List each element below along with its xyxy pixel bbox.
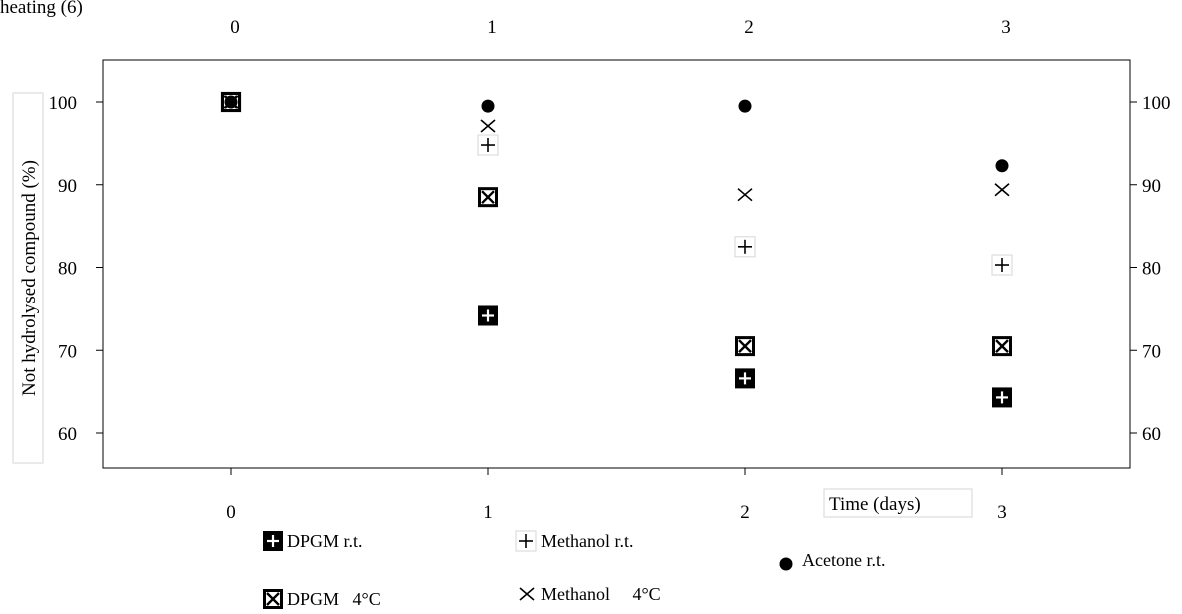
y-axis-title-box xyxy=(12,92,44,464)
x-tick-label-bottom: 2 xyxy=(740,502,750,523)
legend-label: Methanol 4°C xyxy=(541,584,661,604)
y-axis-title: Not hydrolysed compound (%) xyxy=(19,160,40,396)
legend-label: DPGM 4°C xyxy=(287,589,381,609)
legend-marker xyxy=(263,589,283,609)
data-point-methanol-4-c xyxy=(737,188,753,202)
legend-label: Methanol r.t. xyxy=(541,531,634,551)
data-point-methanol-r-t xyxy=(991,254,1013,276)
legend-item: Acetone r.t. xyxy=(779,550,885,571)
data-point-acetone-r-t xyxy=(224,95,238,109)
y-tick-label-left: 100 xyxy=(49,93,78,114)
x-tick-label-top: 2 xyxy=(744,17,754,38)
legend-item: DPGM r.t. xyxy=(263,531,363,551)
data-point-methanol-4-c xyxy=(480,119,496,133)
y-tick-label-right: 90 xyxy=(1142,176,1161,197)
data-point-methanol-4-c xyxy=(994,183,1010,197)
y-axis-title-group: Not hydrolysed compound (%) xyxy=(12,92,44,464)
y-tick-label-left: 60 xyxy=(58,424,77,445)
data-point-dpgm-r-t xyxy=(478,305,498,326)
data-point-methanol-r-t xyxy=(477,134,499,156)
y-tick-label-right: 70 xyxy=(1142,341,1161,362)
legend-label: Acetone r.t. xyxy=(802,550,885,570)
x-tick-label-bottom: 1 xyxy=(483,502,493,523)
corner-caption: heating (6) xyxy=(0,0,83,18)
plot-frame xyxy=(102,59,1131,469)
data-point-methanol-r-t xyxy=(734,236,756,258)
y-tick-label-right: 60 xyxy=(1142,424,1161,445)
y-tick-label-left: 80 xyxy=(58,259,77,280)
y-tick-label-right: 80 xyxy=(1142,259,1161,280)
x-tick-label-top: 0 xyxy=(230,17,240,38)
legend-marker xyxy=(779,557,793,571)
x-axis-title-group: Time (days) xyxy=(823,488,973,518)
x-axis-title: Time (days) xyxy=(829,494,921,515)
x-tick-label-top: 1 xyxy=(487,17,497,38)
data-point-dpgm-r-t xyxy=(735,368,755,389)
x-tick-label-top: 3 xyxy=(1001,17,1011,38)
legend-marker xyxy=(519,587,535,601)
y-tick-label-left: 90 xyxy=(58,176,77,197)
y-tick-label-right: 100 xyxy=(1142,93,1171,114)
data-points xyxy=(220,91,1013,408)
legend-label: DPGM r.t. xyxy=(287,531,363,551)
data-point-acetone-r-t xyxy=(995,159,1009,173)
legend-item: Methanol 4°C xyxy=(519,584,661,604)
legend: DPGM r.t. DPGM 4°C Methanol r.t. Methanol 4… xyxy=(263,530,885,609)
x-axis-title-box xyxy=(823,488,973,518)
data-point-dpgm-4-c xyxy=(478,187,498,208)
axis-ticks: 60 60 70 70 80 80 90 90 100 100 0 0 1 1 2 2 3 3 xyxy=(49,17,1171,523)
data-point-acetone-r-t xyxy=(481,99,495,113)
data-point-dpgm-4-c xyxy=(735,336,755,357)
legend-item: DPGM 4°C xyxy=(263,589,381,609)
legend-marker xyxy=(515,530,537,552)
legend-item: Methanol r.t. xyxy=(515,530,634,552)
x-tick-label-bottom: 0 xyxy=(226,502,236,523)
data-point-dpgm-4-c xyxy=(992,336,1012,357)
y-tick-label-left: 70 xyxy=(58,341,77,362)
legend-marker xyxy=(263,531,283,551)
data-point-acetone-r-t xyxy=(738,99,752,113)
data-point-dpgm-r-t xyxy=(992,387,1012,408)
x-tick-label-bottom: 3 xyxy=(997,502,1007,523)
